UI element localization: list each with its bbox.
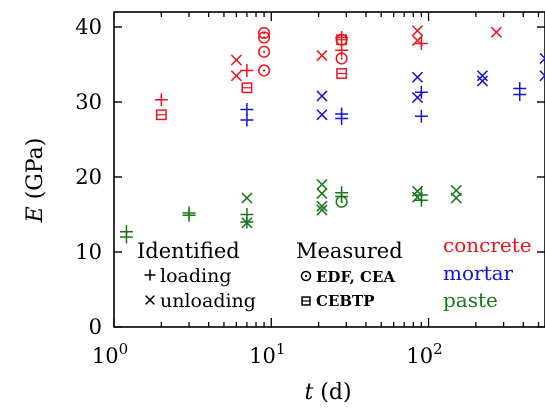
x-tick-label: 102 bbox=[406, 340, 442, 368]
paste-unloading-point bbox=[241, 217, 253, 229]
paste-unloading-point bbox=[450, 192, 462, 204]
plot-border bbox=[113, 11, 545, 328]
paste-unloading-point bbox=[316, 200, 328, 212]
concrete-cebtp-point bbox=[336, 34, 348, 46]
marker-ring bbox=[335, 195, 348, 208]
marker-ring bbox=[258, 31, 271, 44]
mortar-unloading-point bbox=[411, 71, 424, 83]
concrete-unloading-point bbox=[230, 54, 242, 66]
concrete-edf-cea-point bbox=[258, 45, 271, 58]
legend-cebtp-label: CEBTP bbox=[316, 292, 375, 310]
concrete-loading-point bbox=[154, 93, 168, 107]
legend-loading-label: loading bbox=[160, 265, 231, 287]
y-tick-label: 20 bbox=[75, 165, 102, 189]
concrete-edf-cea-point bbox=[335, 52, 348, 65]
marker-dot bbox=[262, 69, 266, 72]
paste-unloading-point bbox=[316, 178, 328, 191]
marker-dot bbox=[340, 57, 343, 60]
data-markers bbox=[119, 25, 545, 244]
marker-dot bbox=[340, 200, 343, 203]
marker-dot bbox=[262, 36, 266, 39]
marker-ring bbox=[300, 270, 312, 282]
y-tick-label: 10 bbox=[75, 240, 102, 264]
mortar-unloading-point bbox=[476, 70, 489, 82]
concrete-cebtp-point bbox=[336, 68, 348, 79]
legend-edf-label: EDF, CEA bbox=[316, 268, 395, 286]
paste-loading-point bbox=[182, 208, 196, 222]
x-tick-label: 100 bbox=[92, 340, 128, 368]
paste-unloading-point bbox=[411, 191, 424, 203]
paste-unloading-point bbox=[241, 192, 253, 204]
legend-unloading-label: unloading bbox=[160, 290, 256, 312]
concrete-loading-point bbox=[335, 43, 349, 57]
legend-edf-marker bbox=[300, 270, 312, 282]
mortar-loading-point bbox=[513, 88, 527, 101]
y-tick-label: 30 bbox=[75, 90, 102, 114]
paste-unloading-point bbox=[316, 204, 328, 216]
x-tick-label: 101 bbox=[249, 340, 285, 368]
legend-cebtp-marker bbox=[301, 296, 311, 306]
marker-ring bbox=[335, 52, 348, 65]
marker-ring bbox=[258, 45, 271, 58]
mortar-loading-point bbox=[335, 112, 349, 125]
mortar-unloading-point bbox=[316, 90, 328, 102]
mortar-loading-point bbox=[414, 109, 428, 123]
concrete-unloading-point bbox=[490, 26, 503, 38]
concrete-cebtp-point bbox=[155, 109, 167, 121]
legend-material-mortar: mortar bbox=[443, 261, 514, 285]
concrete-edf-cea-point bbox=[258, 64, 271, 77]
y-tick-label: 0 bbox=[89, 315, 102, 339]
concrete-cebtp-point bbox=[241, 82, 253, 94]
legend-identified-title: Identified bbox=[137, 239, 240, 263]
mortar-loading-point bbox=[414, 85, 428, 99]
y-tick-label: 40 bbox=[75, 15, 102, 39]
mortar-unloading-point bbox=[476, 75, 489, 87]
legend-loading-marker bbox=[144, 269, 156, 281]
marker-dot bbox=[304, 274, 308, 278]
paste-loading-point bbox=[119, 230, 133, 244]
mortar-loading-point bbox=[240, 113, 254, 127]
concrete-edf-cea-point bbox=[258, 31, 271, 44]
plot-frame bbox=[113, 11, 545, 328]
mortar-unloading-point bbox=[539, 70, 545, 82]
y-axis-label: E (GPa) bbox=[23, 138, 48, 224]
mortar-unloading-point bbox=[539, 52, 545, 65]
legend-measured-title: Measured bbox=[296, 239, 403, 263]
x-axis: 100 101 102 bbox=[92, 12, 540, 368]
paste-edf-cea-point bbox=[335, 195, 348, 208]
marker-ring bbox=[258, 64, 271, 77]
paste-unloading-point bbox=[316, 187, 328, 200]
concrete-unloading-point bbox=[411, 25, 424, 37]
marker-dot bbox=[262, 50, 266, 53]
concrete-unloading-point bbox=[411, 34, 424, 47]
concrete-loading-point bbox=[240, 64, 254, 77]
legend-material-paste: paste bbox=[443, 288, 498, 312]
y-axis: 0 10 20 30 40 bbox=[75, 15, 545, 339]
legend-material-concrete: concrete bbox=[443, 233, 532, 257]
concrete-unloading-point bbox=[230, 70, 242, 82]
x-axis-label: t (d) bbox=[304, 380, 351, 405]
mortar-unloading-point bbox=[411, 91, 424, 104]
concrete-unloading-point bbox=[316, 49, 328, 62]
legend-unloading-marker bbox=[145, 295, 155, 305]
mortar-unloading-point bbox=[316, 109, 328, 121]
